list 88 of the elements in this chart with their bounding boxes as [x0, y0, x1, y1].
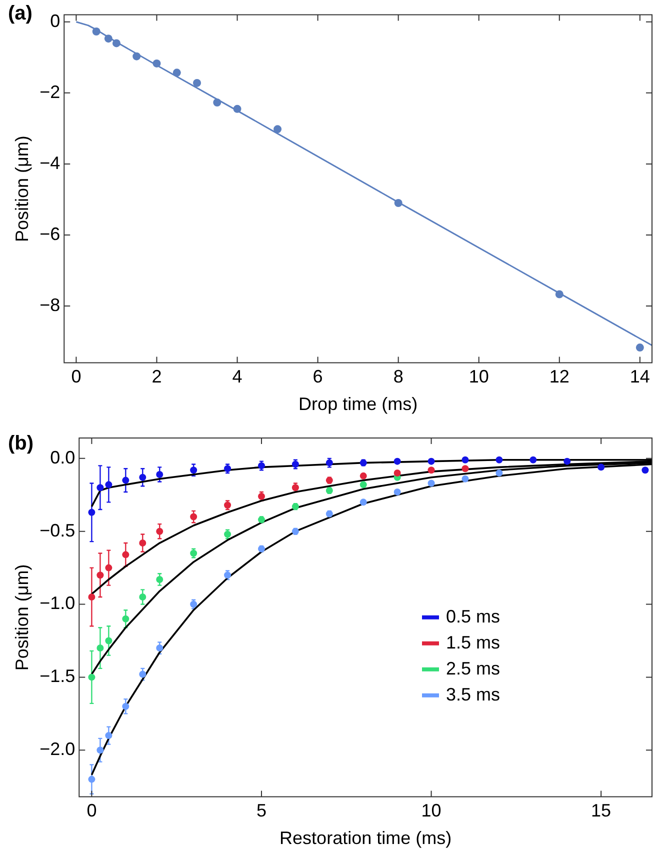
point	[598, 464, 605, 471]
x-tick-label: 8	[393, 366, 404, 387]
x-tick-label: 2	[152, 366, 162, 387]
point	[394, 199, 402, 208]
point	[462, 465, 469, 472]
y-tick-label: 0	[50, 10, 60, 31]
point	[122, 615, 130, 622]
y-tick-label: 0.0	[50, 447, 76, 468]
point	[636, 344, 644, 352]
point	[428, 480, 435, 487]
point	[555, 290, 564, 298]
y-axis-title: Position (μm)	[12, 564, 32, 671]
point	[139, 593, 146, 600]
point	[564, 458, 571, 465]
x-tick-label: 5	[256, 800, 266, 821]
point	[105, 564, 112, 572]
point	[96, 484, 104, 492]
point	[96, 746, 104, 754]
point	[104, 34, 112, 43]
point	[428, 458, 435, 465]
point	[122, 476, 130, 484]
x-tick-label: 15	[591, 800, 612, 821]
x-tick-label: 0	[86, 800, 97, 821]
x-axis-title: Restoration time (ms)	[280, 828, 452, 848]
legend-label: 3.5 ms	[446, 684, 500, 704]
point	[394, 488, 401, 496]
point	[139, 670, 146, 678]
y-tick-label: −1.5	[40, 666, 76, 686]
point	[496, 470, 503, 477]
y-tick-label: −0.5	[40, 520, 76, 540]
point	[105, 481, 112, 488]
point	[394, 470, 401, 477]
point	[193, 78, 201, 87]
point	[360, 498, 367, 506]
point	[360, 472, 367, 480]
chart-title: (b)	[8, 432, 34, 455]
point	[88, 593, 96, 600]
x-tick-label: 10	[421, 800, 442, 821]
point	[428, 466, 435, 474]
point	[132, 52, 141, 60]
y-tick-label: −2.0	[40, 739, 76, 760]
point	[92, 27, 100, 36]
x-tick-label: 14	[630, 366, 650, 387]
point	[96, 644, 104, 652]
x-axis-title: Drop time (ms)	[298, 394, 418, 414]
point	[274, 125, 282, 134]
point	[88, 508, 96, 516]
point	[156, 528, 164, 535]
x-tick-label: 12	[549, 366, 570, 387]
point	[122, 702, 130, 710]
legend-label: 0.5 ms	[446, 606, 500, 626]
point	[152, 59, 161, 68]
point	[496, 456, 503, 464]
y-axis-title: Position (μm)	[12, 136, 32, 242]
x-tick-label: 4	[232, 366, 242, 387]
point	[156, 576, 164, 583]
y-tick-label: −1.0	[40, 593, 76, 614]
point	[88, 776, 96, 783]
point	[190, 466, 198, 474]
point	[530, 456, 537, 464]
chart-title: (a)	[8, 2, 32, 25]
point	[96, 572, 104, 579]
x-tick-label: 10	[468, 366, 489, 387]
point	[233, 104, 242, 113]
point	[462, 456, 469, 464]
point	[105, 637, 112, 644]
point	[139, 474, 146, 481]
point	[172, 68, 181, 77]
point	[139, 540, 146, 547]
y-tick-label: −2	[40, 82, 60, 102]
y-tick-label: −8	[40, 294, 60, 315]
point	[394, 458, 401, 465]
point	[105, 732, 112, 740]
y-tick-label: −4	[40, 152, 60, 173]
point	[156, 470, 164, 478]
point	[156, 644, 164, 652]
point	[88, 674, 96, 681]
point	[642, 466, 649, 474]
y-tick-label: −6	[40, 224, 60, 244]
x-tick-label: 6	[312, 366, 323, 387]
point	[122, 551, 130, 558]
point	[462, 475, 469, 482]
point	[112, 39, 120, 48]
legend-label: 2.5 ms	[446, 658, 500, 678]
legend-label: 1.5 ms	[446, 632, 500, 652]
point	[360, 481, 367, 488]
point	[213, 98, 222, 107]
point	[190, 513, 198, 520]
